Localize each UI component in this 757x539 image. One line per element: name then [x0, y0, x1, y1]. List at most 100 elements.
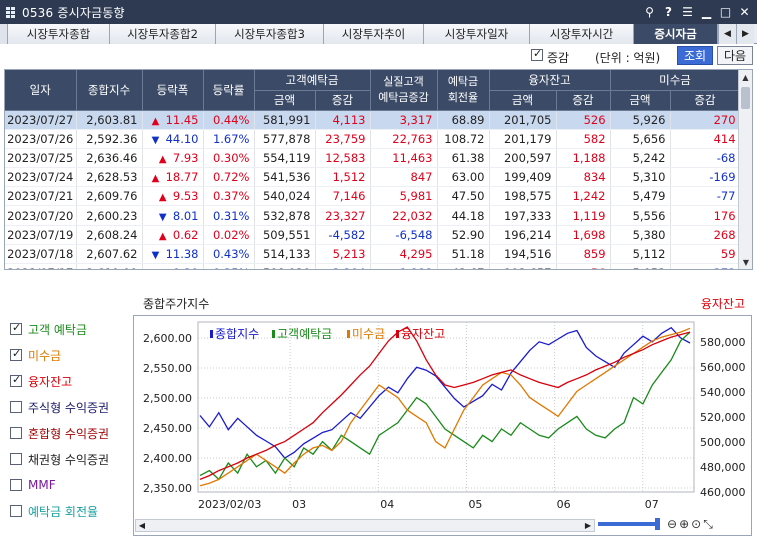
cell-turnover: 68.89	[437, 110, 490, 130]
scroll-thumb[interactable]	[741, 87, 750, 109]
plot-frame	[197, 321, 695, 493]
chart-scroll-right-icon[interactable]: ▶	[584, 521, 592, 530]
next-button[interactable]: 다음	[717, 46, 753, 65]
legend-label: 융자잔고	[401, 327, 445, 341]
series-toggle[interactable]: 융자잔고	[10, 368, 109, 394]
scroll-up-icon[interactable]: ▲	[742, 72, 749, 82]
zoom-fit-icon[interactable]: ⤡	[703, 517, 713, 531]
cell-change: ▼ 44.10	[142, 129, 204, 149]
series-checkbox[interactable]	[10, 401, 22, 413]
chart-scroll-left-icon[interactable]: ◀	[138, 521, 146, 530]
chart-horizontal-scrollbar[interactable]: ◀ ▶	[135, 519, 595, 532]
cell-index: 2,592.36	[76, 129, 143, 149]
col-deposit-amount[interactable]: 금액	[254, 90, 316, 111]
table-row[interactable]: 2023/07/19 2,608.24 ▲ 0.62 0.02% 509,551 -4,58…	[5, 225, 741, 245]
table-row[interactable]: 2023/07/18 2,607.62 ▼ 11.38 0.43% 514,133 5,21…	[5, 244, 741, 265]
zoom-out-icon[interactable]: ⊖	[667, 517, 678, 531]
table-row[interactable]: 2023/07/172,619.00▼9.300.35%508,920-2,20…	[5, 263, 741, 269]
zoom-reset-icon[interactable]: ⊙	[691, 517, 702, 531]
menu-grip-icon[interactable]	[6, 7, 16, 18]
cell-change: ▲ 11.45	[142, 110, 204, 130]
query-button[interactable]: 조회	[677, 46, 713, 65]
x-tick-label: 04	[380, 498, 394, 511]
close-icon[interactable]: ✕	[739, 4, 750, 19]
cell-unpaid-delta: -68	[670, 148, 741, 169]
col-rate[interactable]: 등락률	[203, 70, 255, 111]
table-row[interactable]: 2023/07/26 2,592.36 ▼ 44.10 1.67% 577,878 23,7…	[5, 129, 741, 149]
series-checkbox[interactable]	[10, 479, 22, 491]
series-checkbox[interactable]	[10, 453, 22, 465]
series-checkbox[interactable]	[10, 505, 22, 517]
tab-market-summary-3[interactable]: 시장투자종합3	[216, 24, 324, 44]
col-date[interactable]: 일자	[5, 70, 77, 111]
series-checkbox[interactable]	[10, 427, 22, 439]
table-row[interactable]: 2023/07/24 2,628.53 ▲ 18.77 0.72% 541,536 1,51…	[5, 167, 741, 188]
series-toggle[interactable]: 미수금	[10, 342, 109, 368]
series-toggle[interactable]: 예탁금 회전율	[10, 498, 109, 524]
tab-market-hourly[interactable]: 시장투자시간	[530, 24, 634, 44]
zoom-slider[interactable]	[598, 518, 660, 530]
cell-index: 2,608.24	[76, 225, 143, 245]
cell-real-deposit-delta: 11,463	[370, 148, 438, 169]
funds-table: 일자 종합지수 등락폭 등락률 고객예탁금 실질고객 예탁금증감 예탁금 회전율…	[4, 69, 753, 270]
legend-label: 종합지수	[215, 327, 259, 341]
cell-turnover: 61.38	[437, 148, 490, 169]
tab-market-trend[interactable]: 시장투자추이	[324, 24, 424, 44]
col-change[interactable]: 등락폭	[142, 70, 204, 111]
cell-unpaid-delta: -372	[670, 263, 741, 269]
series-checkbox[interactable]	[10, 373, 22, 387]
col-real-deposit[interactable]: 실질고객 예탁금증감	[370, 70, 438, 111]
cell-deposit-delta: -4,582	[315, 225, 371, 245]
down-arrow-icon: ▼	[151, 134, 160, 146]
table-row[interactable]: 2023/07/27 2,603.81 ▲ 11.45 0.44% 581,991 4,11…	[5, 110, 741, 130]
cell-margin-amount: 200,597	[489, 148, 557, 169]
zoom-in-icon[interactable]: ⊕	[679, 517, 690, 531]
tab-market-summary-2[interactable]: 시장투자종합2	[110, 24, 216, 44]
scroll-down-icon[interactable]: ▼	[742, 257, 750, 267]
col-turnover[interactable]: 예탁금 회전율	[437, 70, 490, 111]
series-toggle[interactable]: MMF	[10, 472, 109, 498]
tab-market-summary[interactable]: 시장투자종합	[8, 24, 110, 44]
change-checkbox[interactable]	[531, 47, 543, 61]
help-icon[interactable]: ?	[665, 4, 672, 19]
col-deposit-delta[interactable]: 증감	[315, 90, 371, 111]
series-toggle[interactable]: 혼합형 수익증권	[10, 420, 109, 446]
table-row[interactable]: 2023/07/20 2,600.23 ▼ 8.01 0.31% 532,878 23,32…	[5, 205, 741, 226]
col-unpaid-delta[interactable]: 증감	[670, 90, 741, 111]
col-margin-delta[interactable]: 증감	[556, 90, 611, 111]
col-index[interactable]: 종합지수	[76, 70, 143, 111]
cell-change: ▲ 9.53	[142, 186, 204, 207]
cell-unpaid-amount: 5,479	[610, 186, 671, 207]
cell-real-deposit-delta: 22,032	[370, 205, 438, 226]
change-value: 11.38	[165, 246, 199, 261]
cell-margin-amount: 196,214	[489, 225, 557, 245]
cell-margin-delta: 834	[556, 167, 611, 188]
col-margin-amount[interactable]: 금액	[489, 90, 557, 111]
change-value: 7.93	[172, 150, 199, 165]
cell-unpaid-amount: 5,656	[610, 129, 671, 149]
series-checkbox[interactable]	[10, 321, 22, 335]
tab-market-daily[interactable]: 시장투자일자	[424, 24, 530, 44]
series-toggle[interactable]: 주식형 수익증권	[10, 394, 109, 420]
cell-date: 2023/07/26	[5, 129, 77, 149]
cell-margin-delta: 859	[556, 244, 611, 265]
col-unpaid-amount[interactable]: 금액	[610, 90, 671, 111]
down-arrow-icon: ▼	[158, 211, 167, 223]
pin-icon[interactable]: ⚲	[645, 4, 654, 19]
table-row[interactable]: 2023/07/21 2,609.76 ▲ 9.53 0.37% 540,024 7,146…	[5, 186, 741, 207]
tab-next-icon[interactable]: ▶	[736, 24, 754, 44]
series-toggle[interactable]: 채권형 수익증권	[10, 446, 109, 472]
cell-rate: 0.35%	[203, 263, 255, 269]
maximize-icon[interactable]: □	[719, 4, 732, 19]
tab-prev-icon[interactable]: ◀	[718, 24, 736, 44]
minimize-icon[interactable]: ▁	[701, 4, 712, 19]
series-checkbox[interactable]	[10, 347, 22, 361]
table-vertical-scrollbar[interactable]: ▲ ▼	[738, 70, 752, 269]
unit-label: (단위 : 억원)	[595, 51, 661, 65]
chart-area[interactable]: 2,350.00 2,400.00 2,450.00 2,500.00 2,550.00…	[133, 315, 752, 536]
tab-market-funds[interactable]: 증시자금	[634, 24, 718, 44]
table-row[interactable]: 2023/07/25 2,636.46 ▲ 7.93 0.30% 554,119 12,58…	[5, 148, 741, 169]
settings-icon[interactable]: ☰	[682, 4, 693, 19]
series-toggle[interactable]: 고객 예탁금	[10, 316, 109, 342]
